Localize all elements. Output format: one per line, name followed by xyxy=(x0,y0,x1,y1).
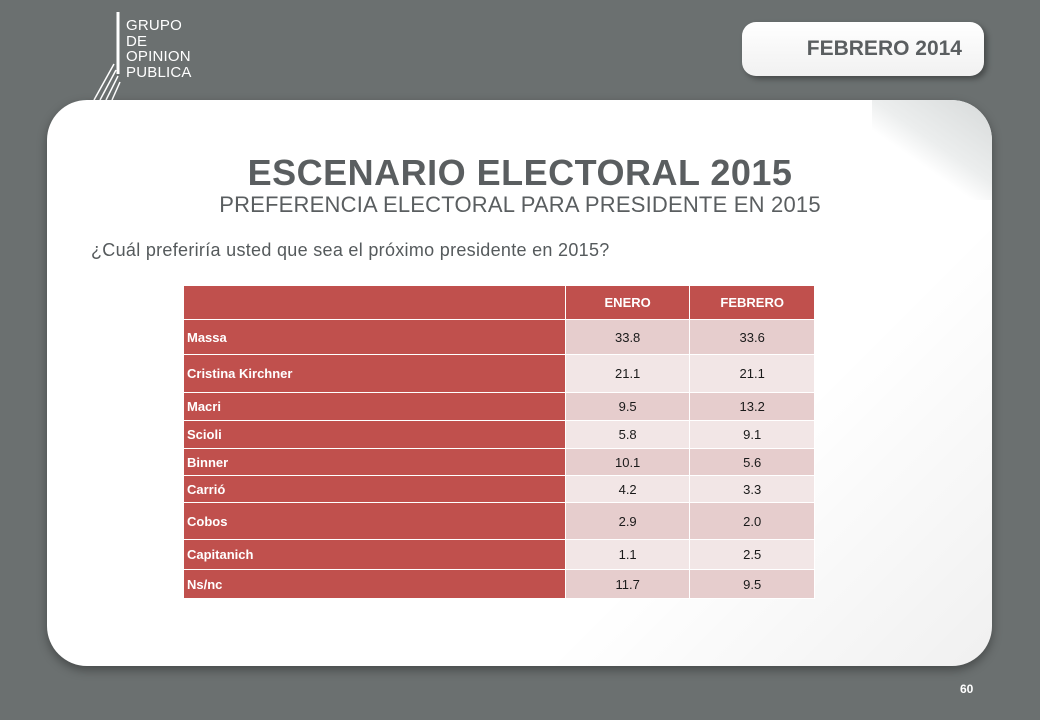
candidate-name: Capitanich xyxy=(183,539,566,570)
value-enero: 21.1 xyxy=(564,354,691,393)
logo-line-1: GRUPO xyxy=(126,17,183,34)
value-enero: 10.1 xyxy=(564,448,691,476)
value-febrero: 13.2 xyxy=(689,392,815,421)
candidate-name: Massa xyxy=(183,319,566,355)
page-subtitle: PREFERENCIA ELECTORAL PARA PRESIDENTE EN… xyxy=(219,192,821,217)
value-enero: 1.1 xyxy=(564,539,691,570)
value-febrero: 9.1 xyxy=(689,420,815,449)
value-enero: 11.7 xyxy=(564,569,691,599)
table-row: Carrió 4.2 3.3 xyxy=(183,475,815,503)
header-blank-cell xyxy=(183,285,566,320)
logo-line-3: OPINION xyxy=(126,48,191,65)
logo-text: GRUPO DE OPINION PUBLICA xyxy=(126,18,192,80)
table-header-row: ENERO FEBRERO xyxy=(183,285,815,320)
value-enero: 5.8 xyxy=(564,420,691,449)
logo-line-2: DE xyxy=(126,32,148,50)
value-enero: 33.8 xyxy=(564,319,691,355)
candidate-name: Scioli xyxy=(183,420,566,449)
value-febrero: 9.5 xyxy=(689,569,815,599)
table-row: Capitanich 1.1 2.5 xyxy=(183,539,815,570)
candidate-name: Carrió xyxy=(183,475,566,503)
candidate-name: Cobos xyxy=(183,502,566,540)
value-febrero: 2.0 xyxy=(689,502,815,540)
table-row: Scioli 5.8 9.1 xyxy=(183,420,815,449)
value-febrero: 3.3 xyxy=(689,475,815,503)
table-row: Binner 10.1 5.6 xyxy=(183,448,815,476)
header-febrero: FEBRERO xyxy=(689,285,815,320)
value-febrero: 33.6 xyxy=(689,319,815,355)
grupo-opinion-publica-logo: GRUPO DE OPINION PUBLICA xyxy=(88,12,228,102)
value-febrero: 21.1 xyxy=(689,354,815,393)
candidate-name: Ns/nc xyxy=(183,569,566,599)
value-enero: 4.2 xyxy=(564,475,691,503)
value-febrero: 5.6 xyxy=(689,448,815,476)
table-row: Massa 33.8 33.6 xyxy=(183,319,815,355)
table-row: Cristina Kirchner 21.1 21.1 xyxy=(183,354,815,393)
candidate-name: Cristina Kirchner xyxy=(183,354,566,393)
page-curl xyxy=(872,100,992,200)
logo-line-4: PUBLICA xyxy=(126,63,192,81)
value-febrero: 2.5 xyxy=(689,539,815,570)
candidate-name: Macri xyxy=(183,392,566,421)
logo-mark-icon xyxy=(93,12,121,101)
page-title: ESCENARIO ELECTORAL 2015 xyxy=(247,152,793,193)
survey-question: ¿Cuál preferiría usted que sea el próxim… xyxy=(91,240,610,260)
results-table: ENERO FEBRERO Massa 33.8 33.6 Cristina K… xyxy=(183,285,815,599)
page-number: 60 xyxy=(960,682,974,696)
value-enero: 2.9 xyxy=(564,502,691,540)
candidate-name: Binner xyxy=(183,448,566,476)
table-row: Ns/nc 11.7 9.5 xyxy=(183,569,815,599)
value-enero: 9.5 xyxy=(564,392,691,421)
table-row: Cobos 2.9 2.0 xyxy=(183,502,815,540)
date-badge: FEBRERO 2014 xyxy=(742,22,984,76)
header-enero: ENERO xyxy=(564,285,691,320)
table-row: Macri 9.5 13.2 xyxy=(183,392,815,421)
